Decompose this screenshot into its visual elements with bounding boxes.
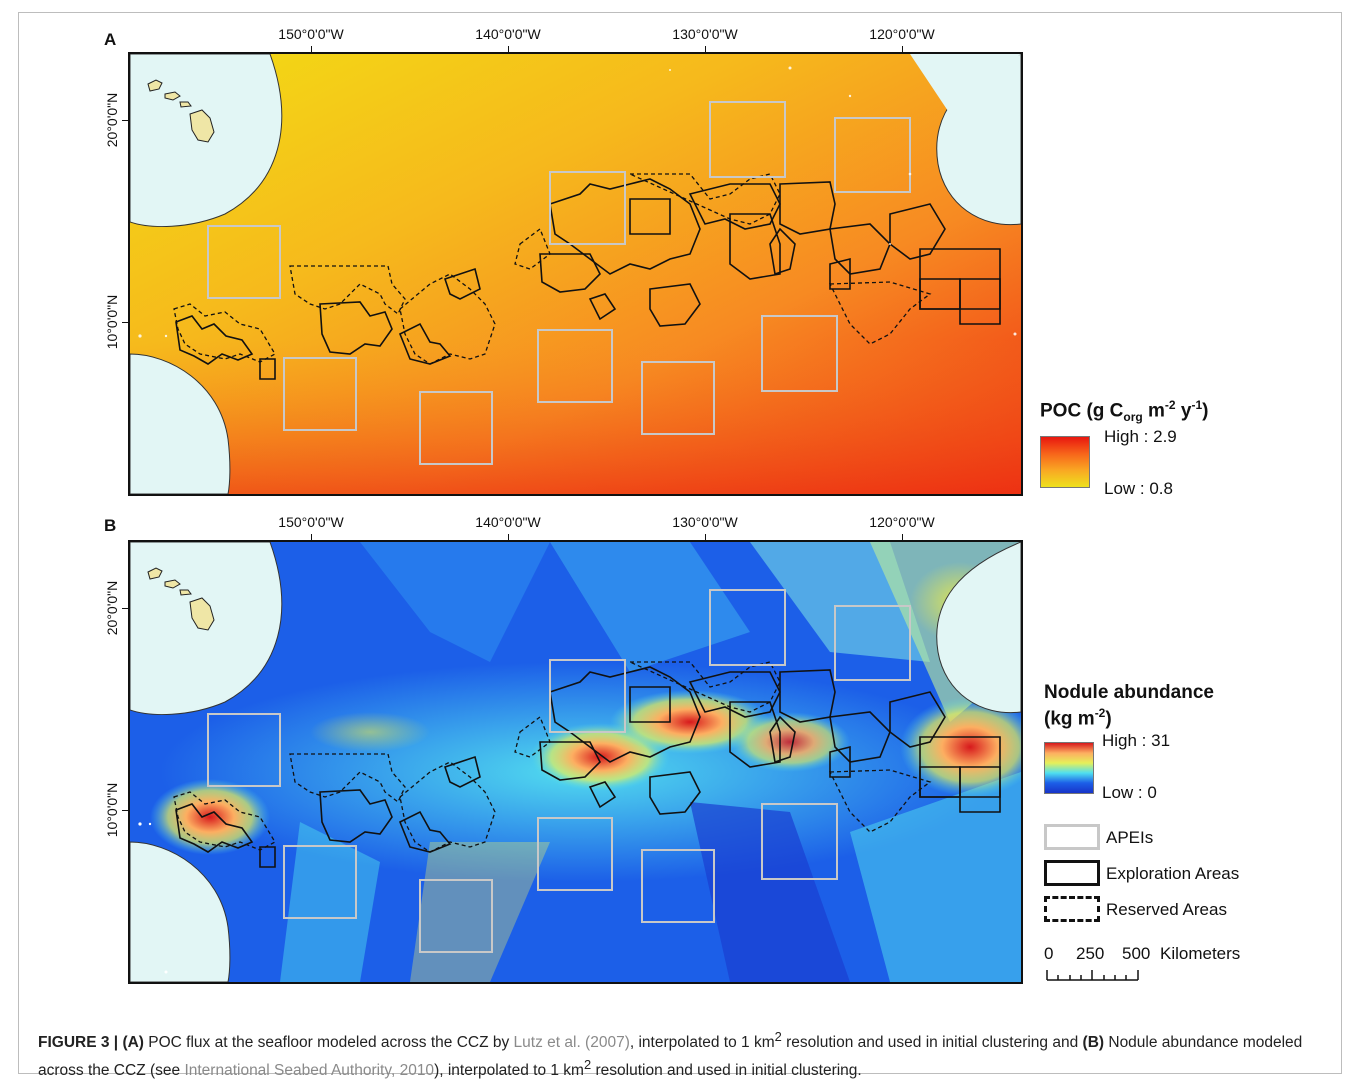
- sw-buffer: [130, 841, 231, 982]
- ne-corner: [910, 54, 1021, 114]
- facet: [410, 842, 550, 982]
- poc-map: [128, 52, 1023, 496]
- caption-text: ), interpolated to 1 km: [434, 1062, 584, 1080]
- panel-b-letter: B: [104, 516, 117, 535]
- poc-legend-title: POC (g Corg m-2 y-1): [1040, 398, 1208, 424]
- scalebar-unit: Kilometers: [1160, 944, 1241, 963]
- reserved-legend-swatch: [1044, 896, 1100, 922]
- caption-text: resolution and used in initial clusterin…: [591, 1062, 862, 1080]
- poc-color-ramp: [1040, 436, 1090, 488]
- lat-label-20n: 20°0'0"N: [104, 580, 120, 636]
- exploration-legend-label: Exploration Areas: [1106, 864, 1240, 883]
- poc-high-label: High : 2.9: [1104, 427, 1177, 446]
- poc-title-sup: -2: [1164, 398, 1176, 412]
- poc-low-label: Low : 0.8: [1104, 479, 1173, 498]
- poc-title-part: m: [1142, 400, 1165, 422]
- poc-title-sup: -1: [1191, 398, 1203, 412]
- exploration-areas-a: [175, 178, 1001, 380]
- nodule-units-sup: -2: [1094, 706, 1106, 720]
- tick: [311, 534, 312, 541]
- tick: [705, 46, 706, 53]
- lon-label-150w: 150°0'0"W: [278, 26, 344, 42]
- tick: [902, 534, 903, 541]
- yellow-glow: [310, 712, 430, 752]
- caption-sup: 2: [774, 1029, 782, 1044]
- caption-figure-label: FIGURE 3 |: [38, 1034, 123, 1052]
- tick: [705, 534, 706, 541]
- exploration-legend-swatch: [1044, 860, 1100, 886]
- lon-label-130w: 130°0'0"W: [672, 26, 738, 42]
- scalebar-tick-500: 500: [1122, 944, 1151, 963]
- nodule-high-label: High : 31: [1102, 731, 1171, 750]
- hotspot: [900, 697, 1021, 797]
- caption-citation-lutz[interactable]: Lutz et al. (2007): [513, 1034, 630, 1052]
- lon-label-120w: 120°0'0"W: [869, 26, 935, 42]
- poc-speckle: [138, 66, 1017, 338]
- scalebar-tick-0: 0: [1044, 944, 1054, 963]
- facet: [360, 542, 550, 662]
- caption-b-tag: (B): [1082, 1034, 1105, 1052]
- tick: [311, 46, 312, 53]
- caption-a-tag: (A): [122, 1034, 144, 1052]
- facet: [850, 772, 1021, 982]
- caption-text: POC flux at the seafloor modeled across …: [143, 1034, 514, 1052]
- hawaiian-islands: [147, 79, 215, 143]
- poc-title-part: POC (g C: [1040, 400, 1124, 422]
- nodule-map: [128, 540, 1023, 984]
- nodule-units-part: (kg m: [1044, 708, 1095, 730]
- facet: [690, 802, 850, 982]
- figure-frame: [18, 12, 1342, 1074]
- tick: [122, 322, 129, 323]
- apei-legend-swatch: [1044, 824, 1100, 850]
- lon-label-150w: 150°0'0"W: [278, 514, 344, 530]
- hotspot: [150, 779, 270, 855]
- apei-legend-label: APEIs: [1106, 828, 1154, 847]
- caption-sup: 2: [583, 1057, 592, 1073]
- sw-buffer: [130, 353, 231, 494]
- tick: [902, 46, 903, 53]
- poc-map-svg: [130, 54, 1021, 494]
- caption-text: , interpolated to 1 km: [629, 1034, 775, 1052]
- nodule-color-ramp: [1044, 742, 1094, 794]
- lat-label-10n: 10°0'0"N: [104, 294, 120, 350]
- tick: [122, 120, 129, 121]
- poc-title-sub: org: [1123, 410, 1143, 425]
- nodule-legend-title: Nodule abundance: [1044, 682, 1214, 703]
- lat-label-20n: 20°0'0"N: [104, 92, 120, 148]
- facet: [550, 542, 750, 672]
- poc-title-part: y: [1175, 400, 1192, 422]
- apei-boxes-b: [207, 589, 911, 953]
- nodule-map-svg: [130, 542, 1021, 982]
- tick: [122, 608, 129, 609]
- scalebar: [1046, 970, 1139, 981]
- figure-caption: FIGURE 3 | (A) POC flux at the seafloor …: [38, 1026, 1328, 1082]
- exploration-areas-b: [175, 666, 1001, 868]
- lon-label-130w: 130°0'0"W: [672, 514, 738, 530]
- reserved-legend-label: Reserved Areas: [1106, 900, 1227, 919]
- lon-label-140w: 140°0'0"W: [475, 26, 541, 42]
- caption-text: resolution and used in initial clusterin…: [781, 1034, 1083, 1052]
- tick: [122, 810, 129, 811]
- nodule-low-label: Low : 0: [1102, 783, 1157, 802]
- scalebar-tick-250: 250: [1076, 944, 1105, 963]
- lat-label-10n: 10°0'0"N: [104, 782, 120, 838]
- panel-a-letter: A: [104, 30, 117, 49]
- tick: [508, 534, 509, 541]
- lon-label-120w: 120°0'0"W: [869, 514, 935, 530]
- nodule-legend-units: (kg m-2): [1044, 706, 1112, 730]
- mexico-buffer: [936, 542, 1021, 714]
- poc-title-part: ): [1202, 400, 1209, 422]
- tick: [508, 46, 509, 53]
- hotspot: [730, 712, 850, 772]
- caption-text: Nodule abundance modeled across the CCZ …: [38, 1034, 1303, 1080]
- apei-boxes-a: [207, 101, 911, 465]
- lon-label-140w: 140°0'0"W: [475, 514, 541, 530]
- nodule-speckle: [138, 822, 168, 974]
- nodule-units-part: ): [1105, 708, 1112, 730]
- hawaiian-islands: [147, 567, 215, 631]
- caption-citation-isa[interactable]: International Seabed Authority, 2010: [184, 1062, 435, 1080]
